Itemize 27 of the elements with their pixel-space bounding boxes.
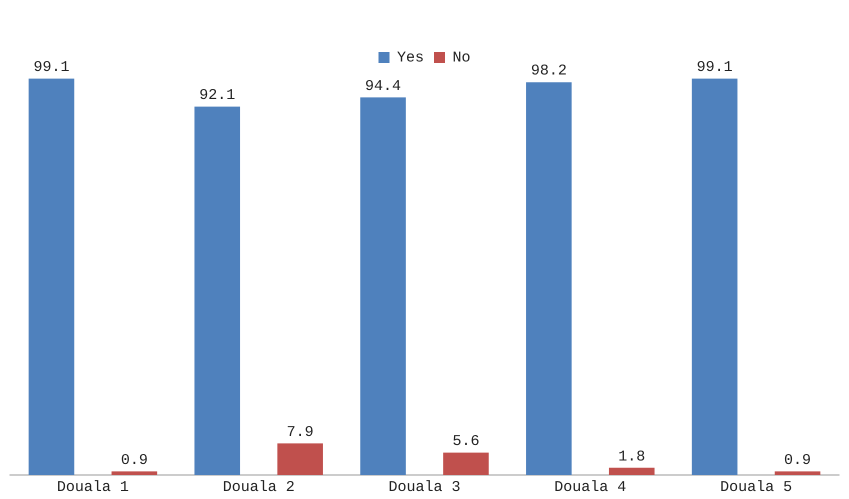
bar bbox=[194, 106, 240, 475]
bar bbox=[692, 78, 738, 475]
legend-label: No bbox=[452, 49, 471, 66]
bar bbox=[112, 471, 158, 475]
bar bbox=[443, 452, 489, 475]
data-label: 1.8 bbox=[618, 448, 646, 466]
data-label: 7.9 bbox=[286, 424, 314, 441]
data-label: 99.1 bbox=[696, 59, 733, 76]
data-label: 5.6 bbox=[452, 433, 480, 450]
x-tick-label: Douala 2 bbox=[222, 478, 295, 496]
bar bbox=[774, 471, 820, 475]
bar bbox=[277, 443, 323, 475]
data-label: 99.1 bbox=[33, 59, 70, 76]
bar bbox=[526, 82, 572, 475]
x-tick-label: Douala 1 bbox=[56, 478, 129, 496]
x-tick-label: Douala 5 bbox=[720, 478, 792, 496]
x-tick-label: Douala 4 bbox=[554, 478, 626, 496]
data-label: 92.1 bbox=[199, 87, 236, 104]
data-label: 94.4 bbox=[365, 78, 402, 95]
data-label: 0.9 bbox=[784, 452, 812, 469]
data-label: 98.2 bbox=[530, 62, 567, 80]
x-tick-label: Douala 3 bbox=[388, 478, 461, 496]
bar bbox=[608, 468, 655, 475]
bar bbox=[28, 78, 74, 475]
bar bbox=[360, 97, 406, 475]
data-label: 0.9 bbox=[120, 452, 148, 469]
legend-label: Yes bbox=[396, 49, 424, 66]
